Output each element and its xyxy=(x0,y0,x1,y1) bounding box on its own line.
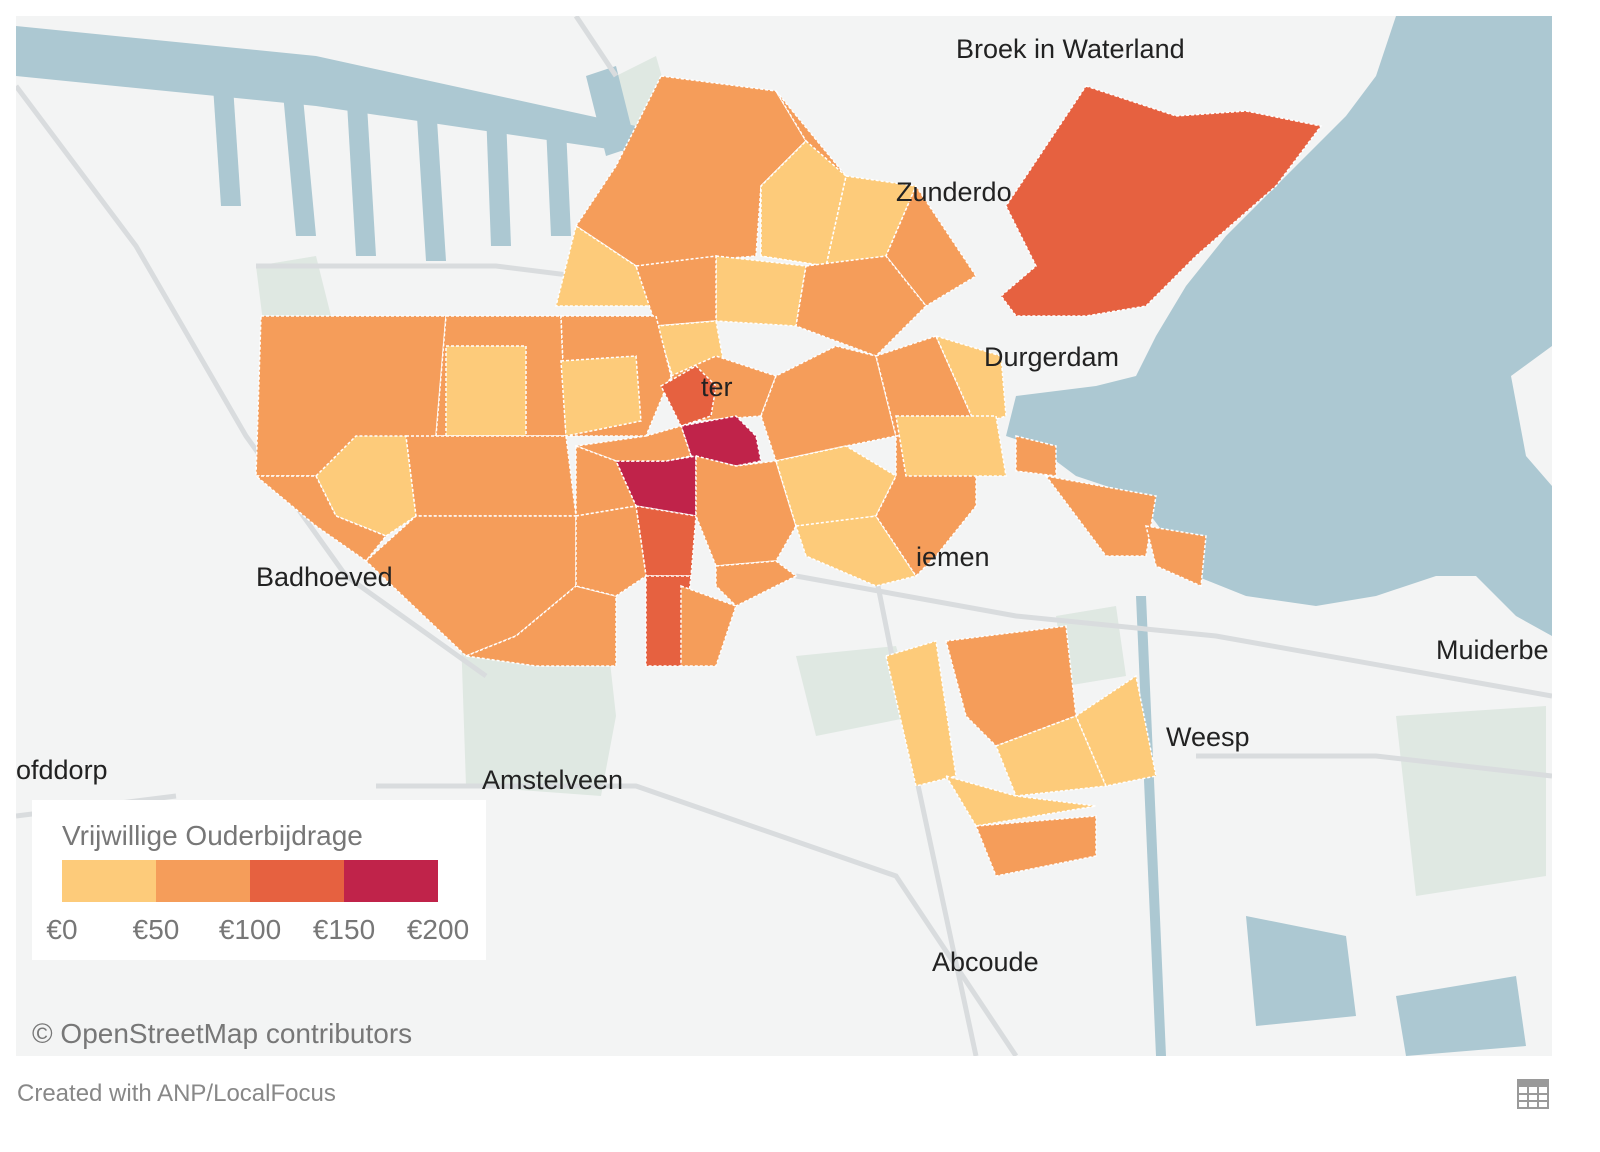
region[interactable] xyxy=(1015,435,1057,477)
place-label: iemen xyxy=(916,542,990,572)
region[interactable] xyxy=(680,584,737,667)
legend-tick: €150 xyxy=(312,914,376,945)
osm-attribution[interactable]: © OpenStreetMap contributors xyxy=(32,1018,413,1049)
region[interactable] xyxy=(1044,474,1157,557)
place-label: ter xyxy=(701,372,733,402)
place-label: Weesp xyxy=(1166,722,1250,752)
region[interactable] xyxy=(463,585,617,667)
region[interactable] xyxy=(1075,674,1157,787)
region[interactable] xyxy=(405,435,577,517)
legend-title: Vrijwillige Ouderbijdrage xyxy=(62,820,363,851)
map-roads xyxy=(16,16,1552,1056)
region[interactable] xyxy=(715,255,807,327)
region[interactable] xyxy=(895,415,1007,477)
region[interactable] xyxy=(575,505,647,597)
table-grid-icon[interactable] xyxy=(1517,1079,1549,1109)
legend-tick: €50 xyxy=(132,914,180,945)
region[interactable] xyxy=(885,640,957,787)
region[interactable] xyxy=(974,815,1097,877)
legend-color-scale xyxy=(62,860,438,902)
legend-tick: €200 xyxy=(406,914,470,945)
credit-line[interactable]: Created with ANP/LocalFocus xyxy=(17,1080,336,1107)
legend-swatch-150-200 xyxy=(344,860,438,902)
place-label: Muiderbe xyxy=(1436,635,1549,665)
place-label: Badhoeved xyxy=(256,562,393,592)
place-label: ofddorp xyxy=(16,755,108,785)
place-label: Amstelveen xyxy=(482,765,623,795)
region[interactable] xyxy=(660,365,717,427)
legend-swatch-50-100 xyxy=(156,860,250,902)
region[interactable] xyxy=(253,475,388,563)
legend-tick: €0 xyxy=(46,914,78,945)
legend-swatch-0-50 xyxy=(62,860,156,902)
region[interactable] xyxy=(560,355,642,437)
region[interactable] xyxy=(795,255,928,357)
place-label: Zunderdo xyxy=(896,177,1012,207)
map-legend: Vrijwillige Ouderbijdrage €0 €50 €100 €1… xyxy=(32,800,486,960)
region[interactable] xyxy=(445,345,527,437)
place-labels: Broek in Waterland Zunderdo Durgerdam te… xyxy=(16,34,1549,977)
region[interactable] xyxy=(944,774,1097,827)
legend-tick: €100 xyxy=(218,914,282,945)
region[interactable] xyxy=(695,455,797,567)
region[interactable] xyxy=(1144,525,1207,588)
legend-swatch-100-150 xyxy=(250,860,344,902)
region[interactable] xyxy=(715,560,798,607)
map-parks xyxy=(256,56,1546,896)
place-label: Abcoude xyxy=(932,947,1039,977)
place-label: Durgerdam xyxy=(984,342,1119,372)
neighbourhood-regions[interactable] xyxy=(253,75,1323,877)
region[interactable] xyxy=(934,334,1007,427)
place-label: Broek in Waterland xyxy=(956,34,1185,64)
region[interactable] xyxy=(945,625,1077,747)
region[interactable] xyxy=(999,85,1323,317)
region[interactable] xyxy=(760,139,847,267)
region[interactable] xyxy=(794,515,918,587)
